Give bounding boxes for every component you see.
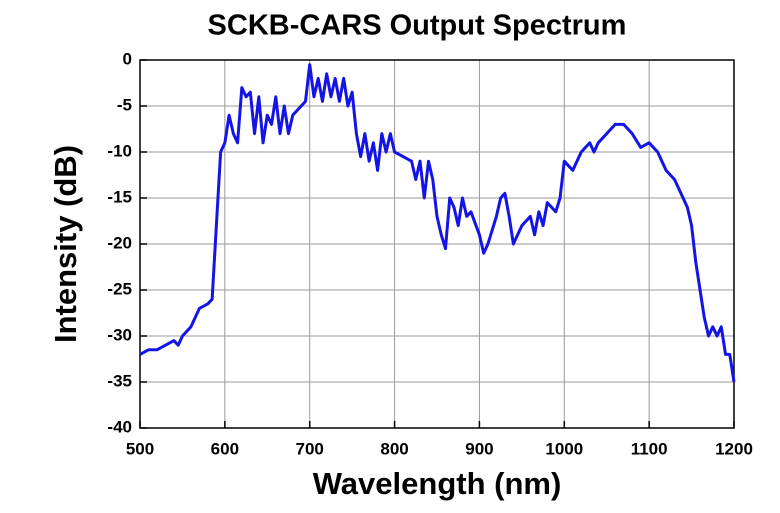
y-tick-label: -20 [107,233,132,252]
y-tick-label: -40 [107,417,132,436]
plot-frame [139,59,735,429]
y-tick-label: -10 [107,141,132,160]
y-tick-label: -15 [107,187,132,206]
x-tick-label: 700 [296,439,324,458]
y-tick-label: 0 [123,49,132,68]
x-tick-label: 600 [211,439,239,458]
y-tick-label: -25 [107,279,132,298]
x-axis-label: Wavelength (nm) [313,466,562,501]
y-tick-label: -30 [107,325,132,344]
y-tick-label: -5 [117,95,132,114]
x-tick-label: 500 [126,439,154,458]
x-tick-label: 1000 [545,439,583,458]
y-axis-label: Intensity (dB) [48,145,83,343]
chart-title: SCKB-CARS Output Spectrum [208,10,627,42]
x-tick-label: 800 [380,439,408,458]
spectrum-line [139,63,736,383]
y-tick-label: -35 [107,371,132,390]
x-tick-label: 1100 [631,439,668,458]
x-tick-label: 1200 [715,439,753,458]
x-tick-label: 900 [465,439,493,458]
